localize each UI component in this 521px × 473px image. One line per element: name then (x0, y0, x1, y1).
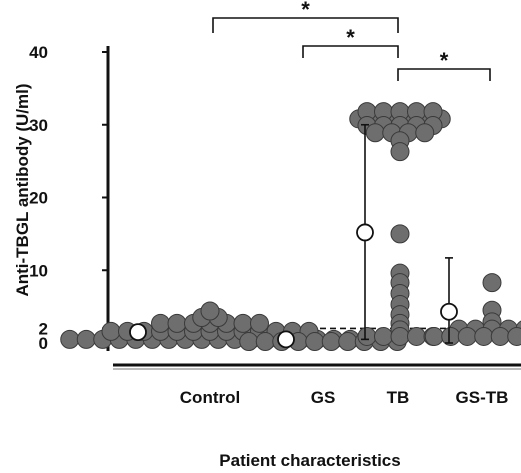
mean-marker-control (129, 323, 147, 341)
x-axis-title: Patient characteristics (219, 451, 400, 470)
data-point-tb (357, 326, 377, 346)
category-label-control: Control (180, 388, 240, 407)
mean-marker-tb (356, 223, 374, 242)
data-point-gs (321, 332, 341, 352)
data-point-control (200, 301, 220, 321)
data-point-gs (338, 332, 358, 352)
significance-bracket-2 (302, 45, 399, 58)
significance-bracket-3 (397, 68, 491, 81)
data-point-gs-tb (474, 326, 494, 346)
data-point-gs (239, 332, 259, 352)
data-point-gs-tb (507, 326, 521, 346)
mean-layer (129, 123, 458, 349)
data-point-gs (305, 332, 325, 352)
significance-star-1: * (301, 0, 310, 22)
significance-bracket-1 (212, 17, 399, 33)
data-point-gs-tb (457, 326, 477, 346)
significance-star-2: * (346, 25, 355, 50)
data-point-control (101, 321, 121, 341)
category-label-gs: GS (311, 388, 336, 407)
y-axis-title: Anti-TBGL antibody (U/ml) (13, 83, 32, 296)
category-label-tb: TB (387, 388, 410, 407)
y-tick-label-10: 10 (29, 261, 48, 280)
data-point-gs-tb (490, 326, 510, 346)
data-point-tb (390, 224, 410, 244)
y-tick-label-20: 20 (29, 189, 48, 208)
y-tick-label-30: 30 (29, 116, 48, 135)
data-layer (60, 102, 521, 352)
significance-star-3: * (440, 48, 449, 73)
text-layer: Anti-TBGL antibody (U/ml) Patient charac… (13, 0, 508, 470)
data-point-tb (415, 123, 435, 143)
data-point-gs-tb (424, 326, 444, 346)
y-tick-label-40: 40 (29, 43, 48, 62)
y-tick-label-2: 2 (39, 319, 48, 338)
data-point-control (151, 313, 170, 333)
category-label-gs-tb: GS-TB (456, 388, 509, 407)
y-tick-label-0: 0 (39, 334, 48, 353)
data-point-gs (255, 332, 275, 352)
data-point-control (76, 329, 96, 349)
data-point-tb (390, 326, 410, 346)
data-point-tb (390, 142, 410, 162)
mean-marker-gs-tb (440, 302, 458, 321)
data-point-gs-tb (482, 273, 502, 293)
data-point-tb (374, 326, 393, 346)
data-point-control (250, 313, 269, 333)
data-point-tb (407, 326, 426, 346)
data-point-control (60, 329, 80, 349)
data-point-control (167, 313, 187, 333)
mean-marker-gs (277, 330, 295, 349)
data-point-tb (365, 123, 385, 143)
data-point-control (233, 313, 253, 333)
